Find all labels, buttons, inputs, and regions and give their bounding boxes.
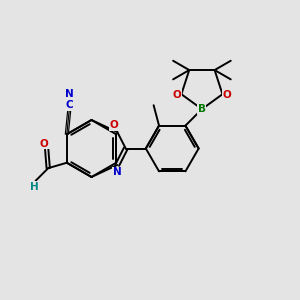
Text: O: O	[110, 120, 118, 130]
Text: N: N	[113, 167, 122, 178]
Text: C: C	[65, 100, 73, 110]
Text: B: B	[198, 104, 206, 114]
Text: N: N	[65, 89, 74, 99]
Text: O: O	[223, 90, 231, 100]
Text: O: O	[40, 139, 49, 148]
Text: O: O	[172, 90, 181, 100]
Text: H: H	[30, 182, 38, 192]
